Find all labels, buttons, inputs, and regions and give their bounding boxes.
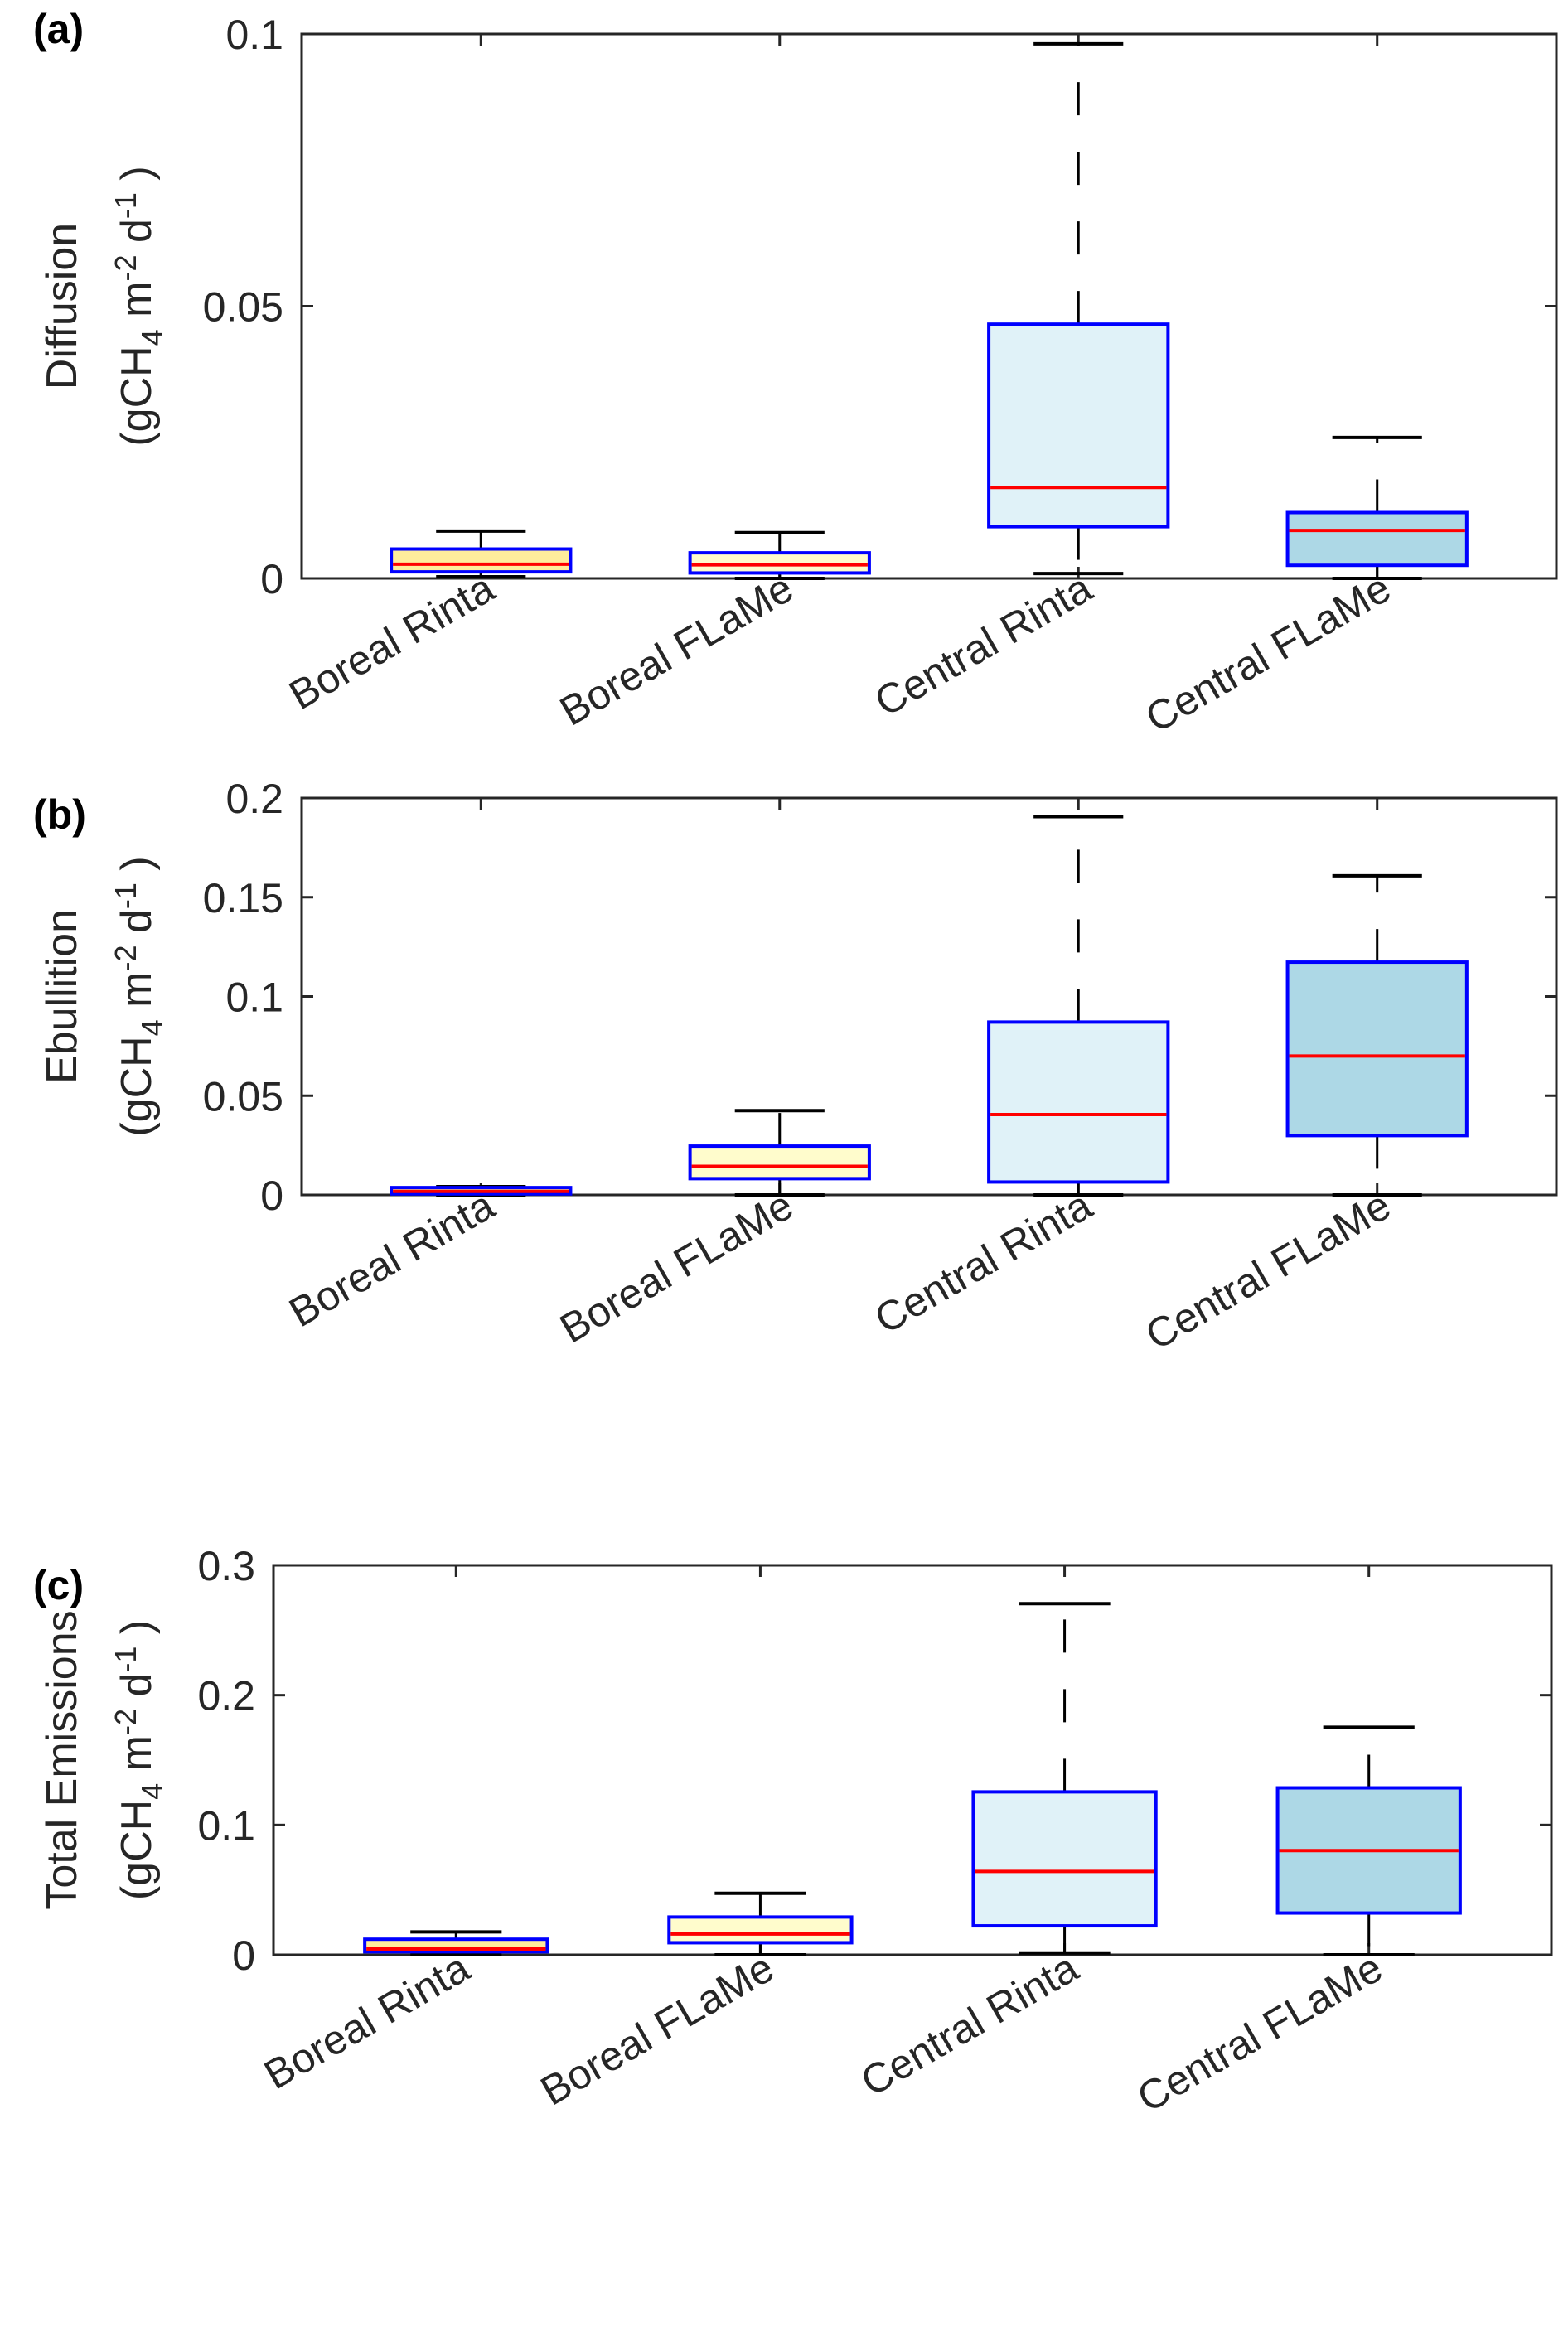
y-tick-label: 0	[260, 1173, 283, 1219]
iqr-box	[987, 322, 1170, 529]
x-tick-label: Central FLaMe	[1138, 564, 1398, 742]
panel-label: (a)	[33, 6, 84, 52]
y-tick-label: 0.2	[225, 776, 283, 822]
panel-label: (b)	[33, 791, 86, 838]
box-boreal-flame: Boreal FLaMe	[533, 1565, 854, 2115]
box-central-flame: Central FLaMe	[1130, 1565, 1462, 2121]
box-boreal-rinta: Boreal Rinta	[281, 798, 573, 1336]
y-tick-label: 0.2	[197, 1673, 255, 1719]
y-axis-title: Diffusion	[38, 223, 86, 389]
panel-b: (b) Ebullition (gCH4 m-2 d-1 ) 0 0.05 0.1 0.15…	[33, 776, 1558, 1359]
y-axis-units: (gCH4 m-2 d-1 )	[109, 166, 169, 446]
box-central-rinta: Central Rinta	[867, 798, 1170, 1342]
y-tick-label: 0.15	[203, 875, 283, 921]
y-tick-label: 0	[260, 556, 283, 602]
iqr-box	[1285, 960, 1469, 1138]
y-tick-label: 0.1	[225, 12, 283, 58]
x-tick-label: Central FLaMe	[1130, 1944, 1390, 2121]
panel-label: (c)	[33, 1562, 84, 1608]
x-tick-label: Boreal Rinta	[281, 1182, 501, 1336]
x-tick-label: Boreal Rinta	[281, 564, 501, 718]
iqr-box	[1285, 510, 1469, 568]
box-boreal-rinta: Boreal Rinta	[281, 34, 573, 718]
box-central-flame: Central FLaMe	[1138, 34, 1469, 742]
y-axis-title: Ebullition	[38, 909, 86, 1084]
x-tick-label: Boreal FLaMe	[552, 564, 801, 735]
iqr-box	[688, 551, 871, 575]
box-boreal-flame: Boreal FLaMe	[552, 798, 871, 1352]
y-axis-title: Total Emissions	[38, 1610, 86, 1909]
x-tick-label: Central Rinta	[853, 1944, 1086, 2105]
y-tick-label: 0.1	[225, 975, 283, 1021]
x-tick-label: Central Rinta	[867, 564, 1100, 725]
box-central-rinta: Central Rinta	[867, 34, 1170, 725]
box-central-flame: Central FLaMe	[1138, 798, 1469, 1359]
y-tick-label: 0.3	[197, 1543, 255, 1589]
box-boreal-flame: Boreal FLaMe	[552, 34, 871, 735]
iqr-box	[688, 1144, 871, 1181]
axes-frame	[272, 1564, 1553, 1956]
iqr-box	[971, 1790, 1158, 1928]
x-tick-label: Boreal Rinta	[256, 1944, 477, 2098]
iqr-box	[667, 1915, 854, 1945]
x-tick-label: Central FLaMe	[1138, 1182, 1398, 1359]
y-tick-label: 0.05	[203, 1073, 283, 1120]
x-tick-label: Boreal FLaMe	[533, 1944, 782, 2115]
y-tick-label: 0	[232, 1932, 255, 1979]
panel-c: (c)Total Emissions (gCH4 m-2 d-1 ) 0 0.1 0.2…	[33, 1543, 1553, 2121]
box-central-rinta: Central Rinta	[853, 1565, 1158, 2105]
box-boreal-rinta: Boreal Rinta	[256, 1565, 549, 2098]
iqr-box	[987, 1020, 1170, 1184]
y-tick-label: 0.1	[197, 1802, 255, 1849]
x-tick-label: Boreal FLaMe	[552, 1182, 801, 1352]
y-axis-units: (gCH4 m-2 d-1 )	[109, 1620, 169, 1900]
axes-frame	[300, 32, 1558, 580]
x-tick-label: Central Rinta	[867, 1182, 1100, 1342]
panel-a: (a) Diffusion (gCH4 m-2 d-1 ) 0 0.05 0.1 Borea…	[33, 6, 1558, 742]
iqr-box	[390, 547, 573, 574]
y-axis-units: (gCH4 m-2 d-1 )	[109, 856, 169, 1136]
y-tick-label: 0.05	[203, 284, 283, 331]
